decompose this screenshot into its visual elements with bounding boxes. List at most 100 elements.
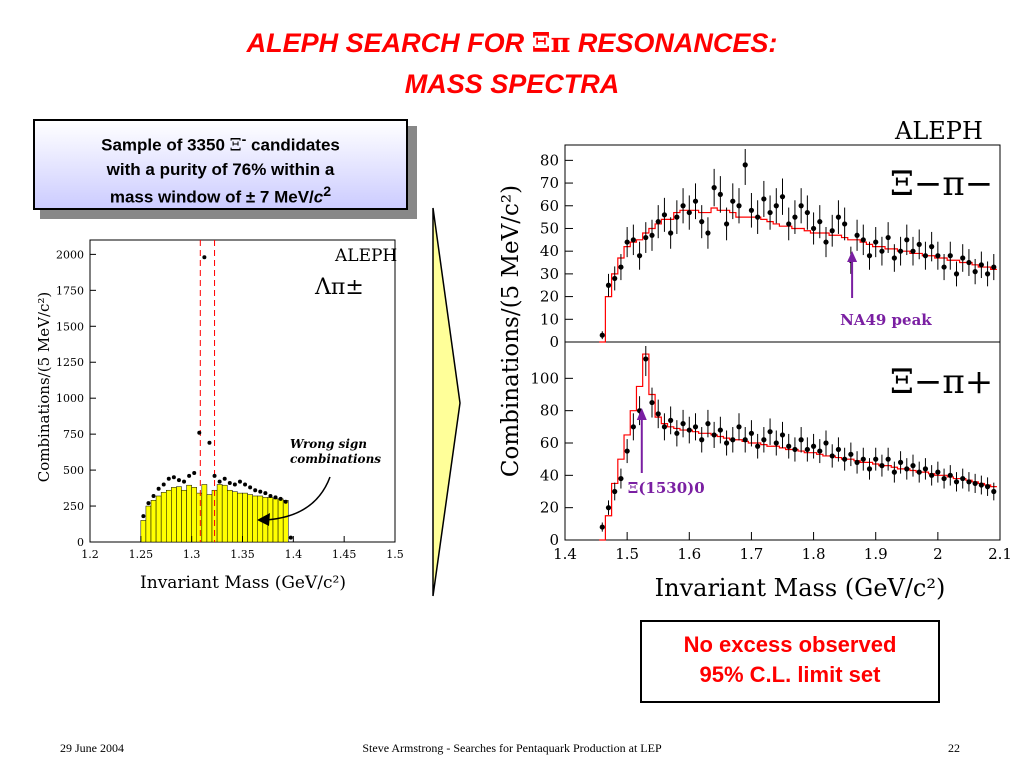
data-point	[599, 524, 605, 530]
result-box: No excess observed 95% C.L. limit set	[640, 620, 940, 703]
right-xlabel: Invariant Mass (GeV/c²)	[655, 574, 946, 602]
y-tick-label: 20	[540, 288, 559, 306]
sample-text-post: candidates	[246, 135, 340, 155]
sample-line1: Sample of 3350 Ξ- candidates	[35, 129, 406, 158]
data-point	[624, 239, 630, 245]
wrong-sign-arrowhead	[257, 513, 270, 526]
wrong-sign-bar	[186, 484, 192, 543]
data-point	[736, 424, 742, 430]
data-point	[848, 451, 854, 457]
result-line1: No excess observed	[683, 632, 897, 657]
sample-line3-text: mass window of ± 7 MeV/	[109, 187, 314, 207]
title-text-post: RESONANCES:	[570, 28, 778, 58]
y-tick-label: 1250	[56, 356, 84, 369]
left-xlabel: Invariant Mass (GeV/c²)	[140, 573, 346, 593]
data-point	[879, 248, 885, 254]
wrong-sign-bar	[237, 492, 243, 543]
data-point	[655, 411, 661, 417]
footer-page-number: 22	[948, 741, 960, 755]
data-point	[810, 443, 817, 449]
xi-pi-plots: Combinations/(5 MeV/c²) ALEPH 0102030405…	[498, 117, 1012, 602]
data-point	[897, 459, 904, 465]
data-point	[156, 486, 161, 491]
wrong-sign-bar	[282, 500, 289, 543]
y-tick-label: 60	[540, 197, 559, 215]
data-point	[910, 463, 916, 469]
data-point	[692, 424, 699, 430]
data-point	[686, 427, 692, 433]
wrong-sign-bar	[242, 492, 248, 543]
data-point	[699, 219, 705, 225]
sample-line2: with a purity of 76% within a	[106, 159, 335, 179]
wrong-sign-bar	[272, 498, 279, 543]
data-point	[624, 448, 630, 454]
data-point	[146, 501, 151, 506]
footer-title: Steve Armstrong - Searches for Pentaquar…	[362, 741, 662, 755]
data-point	[947, 253, 953, 259]
data-point	[748, 430, 755, 436]
wrong-sign-arrow	[264, 476, 331, 521]
data-point	[730, 198, 736, 204]
data-point	[891, 469, 897, 475]
top-y-ticks: 0 10 20 30 40 50 60 70 80	[540, 151, 573, 351]
data-point	[643, 356, 649, 362]
data-point	[842, 456, 848, 462]
wrong-sign-bar	[166, 489, 172, 543]
data-point	[187, 473, 192, 478]
sample-text: Sample of 3350	[101, 135, 230, 155]
data-point	[755, 214, 761, 220]
x-tick-label: 1.45	[332, 548, 357, 561]
na49-peak-label: NA49 peak	[840, 311, 932, 329]
data-point	[705, 230, 711, 236]
data-point	[263, 491, 268, 496]
bottom-data-points	[599, 346, 997, 532]
y-tick-label: 20	[540, 499, 559, 517]
x-tick-label: 1.3	[183, 548, 201, 561]
data-point	[717, 427, 723, 433]
data-point	[680, 421, 686, 427]
data-point	[773, 203, 779, 209]
data-point	[873, 239, 879, 245]
data-point	[767, 209, 773, 216]
wrong-sign-bar	[206, 494, 213, 543]
data-point	[966, 479, 972, 485]
data-point	[978, 482, 984, 488]
data-point	[643, 234, 649, 241]
data-point	[929, 472, 935, 478]
data-point	[866, 466, 873, 472]
data-point	[904, 237, 910, 243]
data-point	[792, 446, 798, 453]
data-point	[991, 264, 997, 270]
lambda-pi-plot: Combinations/(5 MeV/c²) 0 250 500 750 1000 12…	[35, 239, 404, 593]
data-point	[717, 191, 723, 198]
y-tick-label: 100	[530, 369, 559, 387]
data-point	[182, 479, 187, 484]
data-point	[243, 482, 248, 487]
data-point	[792, 214, 798, 220]
data-point	[686, 209, 692, 216]
data-point	[916, 241, 922, 247]
data-point	[605, 505, 612, 511]
data-point	[212, 473, 217, 478]
sample-sup: -	[241, 132, 247, 148]
wrong-sign-annotation: Wrong sign combinations	[290, 437, 381, 466]
data-point	[860, 456, 866, 462]
y-tick-label: 40	[540, 242, 559, 260]
y-tick-label: 0	[549, 531, 559, 549]
data-point	[891, 255, 897, 261]
data-point	[202, 255, 207, 260]
data-point	[151, 493, 156, 498]
wrong-sign-bar	[201, 484, 208, 543]
data-point	[960, 255, 966, 261]
data-point	[779, 432, 786, 438]
x-tick-label: 1.5	[386, 548, 404, 561]
right-ylabel: Combinations/(5 MeV/c²)	[498, 185, 524, 477]
bottom-panel-frame	[564, 341, 1001, 541]
data-point	[897, 248, 904, 254]
data-point	[960, 475, 966, 482]
data-point	[929, 244, 935, 250]
data-point	[618, 264, 624, 270]
data-point	[755, 443, 761, 449]
data-point	[953, 479, 960, 485]
data-point	[941, 475, 947, 482]
